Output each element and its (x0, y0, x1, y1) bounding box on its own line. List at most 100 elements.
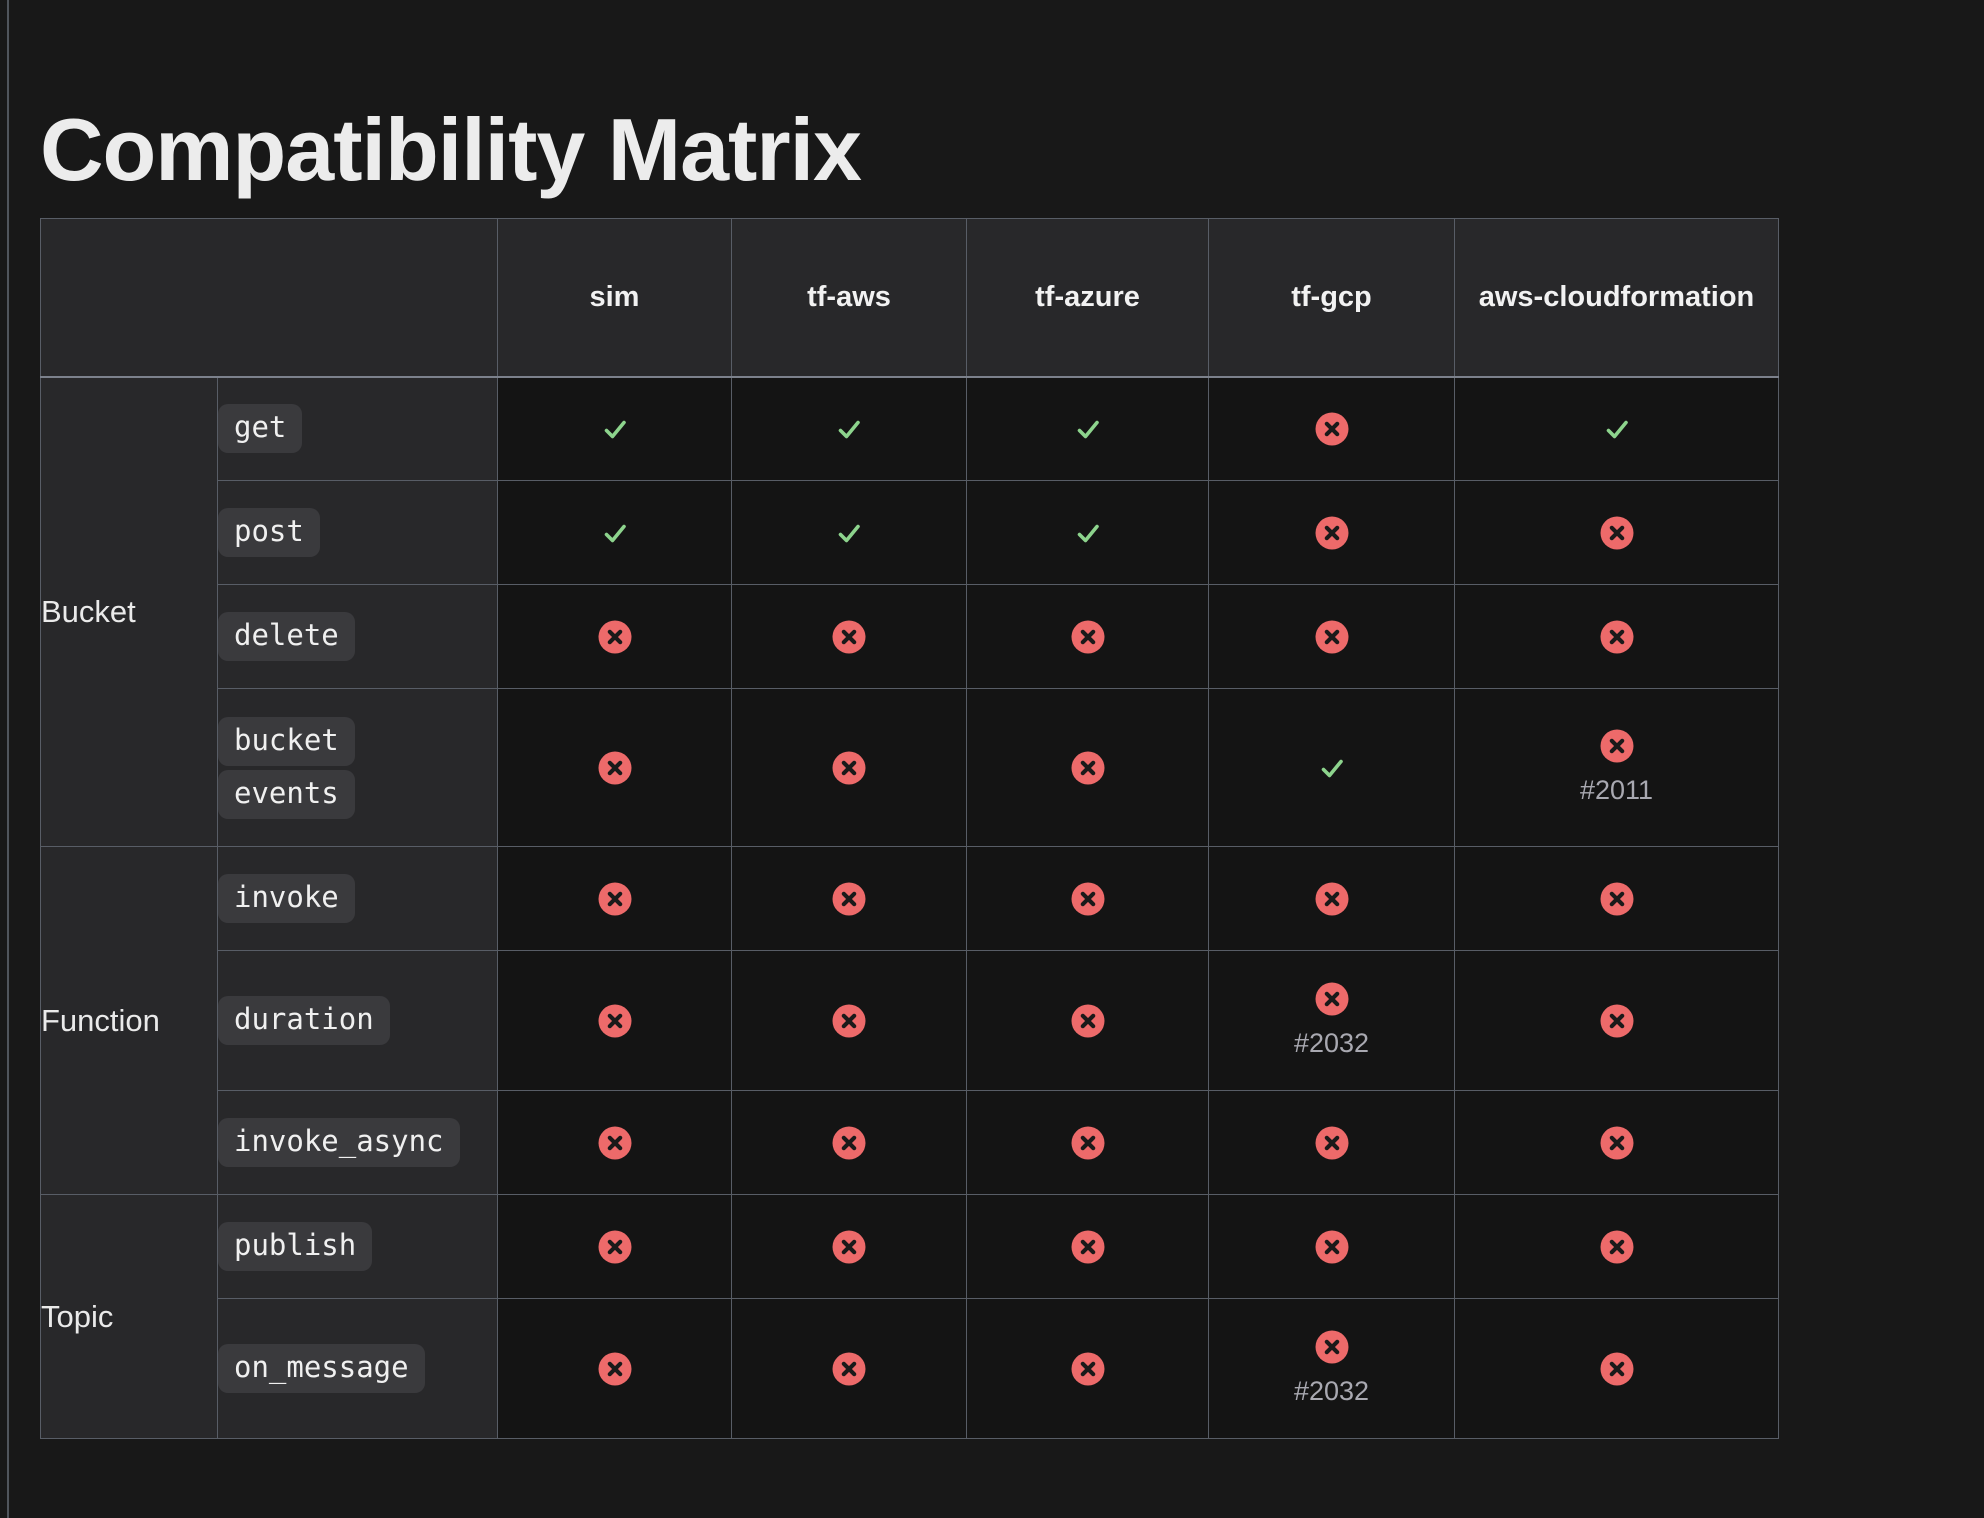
method-chip-stack: post (218, 506, 497, 559)
status-stack (1455, 882, 1778, 916)
check-icon (838, 524, 860, 542)
method-cell: on_message (217, 1298, 498, 1439)
method-cell: bucket events (217, 688, 498, 847)
table-row: invoke_async (41, 1090, 1779, 1195)
status-stack (732, 1352, 966, 1386)
cross-circle-icon (1315, 620, 1348, 653)
status-cell-tf-azure (966, 1298, 1209, 1439)
status-cell-tf-aws (731, 950, 967, 1091)
cross-circle-icon (1315, 412, 1348, 446)
status-stack (498, 414, 731, 444)
cross-circle-icon (1315, 1126, 1348, 1159)
cross-circle-icon (1600, 1004, 1633, 1037)
status-cell-sim (497, 1090, 732, 1195)
cross-circle-icon (1071, 1352, 1104, 1385)
status-stack (1455, 1352, 1778, 1386)
column-header-aws-cloudformation: aws-cloudformation (1454, 218, 1779, 378)
method-cell: post (217, 480, 498, 585)
status-stack: #2032 (1209, 982, 1454, 1059)
table-row: bucket events #2011 (41, 688, 1779, 847)
check-icon (838, 420, 860, 439)
status-stack (1209, 412, 1454, 446)
cross-circle-icon (832, 882, 866, 915)
cross-circle-icon (1071, 1126, 1104, 1159)
status-stack (967, 1126, 1208, 1160)
status-stack (732, 1230, 966, 1264)
method-chip: delete (218, 612, 355, 661)
corner-cell (40, 218, 498, 378)
status-cell-sim (497, 584, 732, 689)
cross-circle-icon (1600, 1230, 1633, 1263)
status-cell-tf-aws (731, 688, 967, 847)
cross-circle-icon (1600, 620, 1633, 653)
cross-circle-icon (1071, 882, 1104, 915)
status-stack (1455, 1004, 1778, 1038)
column-header-tf-aws: tf-aws (731, 218, 967, 378)
method-cell: delete (217, 584, 498, 689)
status-cell-tf-gcp: #2032 (1208, 1298, 1455, 1439)
status-cell-aws-cloudformation (1454, 1298, 1779, 1439)
check-icon (604, 420, 626, 439)
group-label-function: Function (40, 846, 218, 1195)
cross-circle-icon (832, 1230, 866, 1263)
status-cell-tf-aws (731, 480, 967, 585)
status-cell-tf-gcp (1208, 1090, 1455, 1195)
status-stack (967, 414, 1208, 444)
status-stack (498, 1230, 731, 1264)
cross-circle-icon (1315, 982, 1348, 1016)
status-cell-sim (497, 1298, 732, 1439)
status-stack (732, 1004, 966, 1038)
compatibility-table: sim tf-aws tf-azure tf-gcp aws-cloudformatio… (40, 218, 1779, 1439)
method-chip: duration (218, 996, 390, 1045)
cross-circle-icon (1071, 751, 1104, 784)
status-stack (732, 751, 966, 785)
method-chip: post (218, 508, 320, 557)
cross-circle-icon (598, 882, 631, 915)
issue-link[interactable]: #2032 (1293, 1376, 1370, 1406)
table-body: Bucket get post delete bucket events #2011 Func… (40, 376, 1779, 1439)
status-stack (732, 518, 966, 548)
method-chip-stack: delete (218, 610, 497, 663)
status-stack (967, 518, 1208, 548)
status-cell-aws-cloudformation: #2011 (1454, 688, 1779, 847)
status-stack (498, 620, 731, 654)
table-row: Function invoke (40, 846, 1779, 1195)
check-icon (1606, 420, 1628, 439)
cross-circle-icon (598, 1352, 631, 1385)
cross-circle-icon (598, 1230, 631, 1263)
status-stack: #2032 (1209, 1330, 1454, 1407)
cross-circle-icon (1600, 1126, 1633, 1159)
status-cell-tf-gcp (1208, 480, 1455, 585)
status-stack (967, 751, 1208, 785)
cross-circle-icon (1600, 882, 1633, 915)
status-stack (498, 882, 731, 916)
status-stack (498, 1352, 731, 1386)
method-cell: get (217, 376, 498, 481)
status-cell-tf-azure (966, 1090, 1209, 1195)
status-stack (1455, 414, 1778, 444)
cross-circle-icon (832, 1126, 866, 1159)
status-cell-tf-aws (731, 1298, 967, 1439)
method-chip: invoke (218, 874, 355, 923)
method-chip: get (218, 404, 303, 454)
status-cell-aws-cloudformation (1454, 846, 1779, 951)
column-header-tf-gcp: tf-gcp (1208, 218, 1455, 378)
status-stack (1209, 753, 1454, 783)
method-chip-stack: on_message (218, 1342, 497, 1395)
issue-link[interactable]: #2032 (1293, 1028, 1370, 1058)
status-cell-tf-gcp (1208, 376, 1455, 481)
status-cell-tf-azure (966, 846, 1209, 951)
cross-circle-icon (1315, 882, 1348, 915)
column-header-tf-azure: tf-azure (966, 218, 1209, 378)
status-stack (498, 751, 731, 785)
cross-circle-icon (1315, 1230, 1348, 1263)
status-stack (1455, 516, 1778, 550)
cross-circle-icon (832, 620, 866, 653)
check-icon (604, 524, 626, 542)
status-stack (498, 1004, 731, 1038)
method-cell: duration (217, 950, 498, 1091)
table-row: Topic publish (40, 1194, 1779, 1439)
issue-link[interactable]: #2011 (1579, 775, 1654, 805)
status-cell-tf-azure (966, 584, 1209, 689)
